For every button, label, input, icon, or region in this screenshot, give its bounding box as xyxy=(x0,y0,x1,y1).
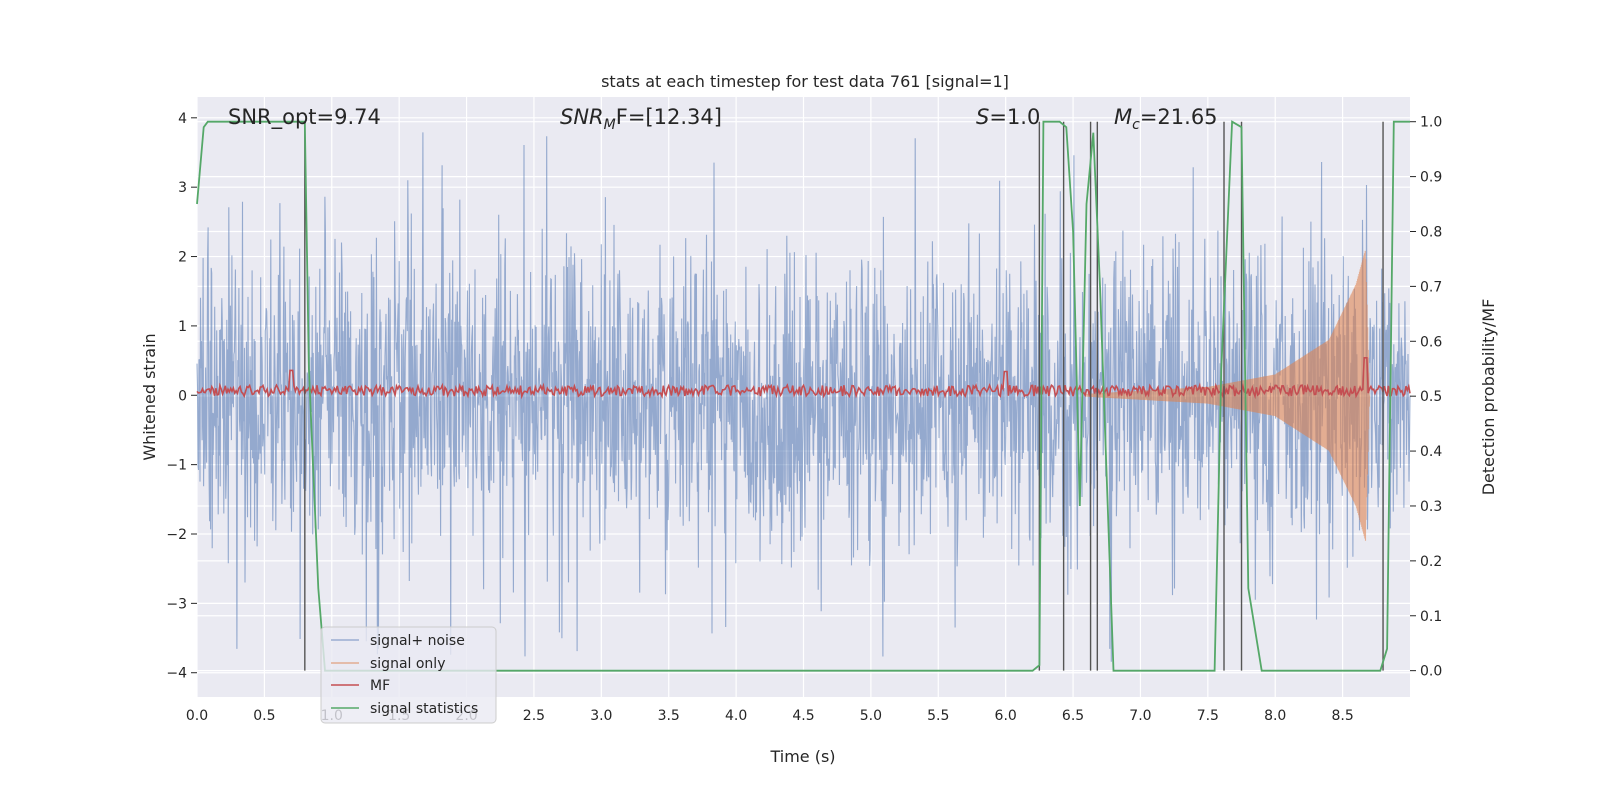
x-tick-label: 8.0 xyxy=(1264,708,1286,724)
x-tick-label: 0.0 xyxy=(186,708,208,724)
y-tick-label: −4 xyxy=(166,666,187,682)
mc-symbol: M xyxy=(1114,105,1132,129)
y2-tick-label: 0.2 xyxy=(1420,554,1442,570)
y2-tick-label: 0.3 xyxy=(1420,499,1442,515)
mc-annotation: Mc=21.65 xyxy=(1114,105,1218,133)
y2-tick-label: 0.5 xyxy=(1420,389,1442,405)
legend: signal+ noise signal only MF signal stat… xyxy=(320,626,497,724)
mc-value: =21.65 xyxy=(1140,105,1218,129)
x-tick-label: 7.0 xyxy=(1129,708,1151,724)
signal-statistics-line xyxy=(196,120,1410,672)
legend-label-mf: MF xyxy=(370,678,390,694)
signal-statistics-series xyxy=(196,120,1410,672)
y-tick-label: 1 xyxy=(178,319,187,335)
y2-tick-label: 0.1 xyxy=(1420,609,1442,625)
signal-noise-line xyxy=(196,132,1411,662)
s-symbol: S xyxy=(976,105,989,129)
legend-label-signal-noise: signal+ noise xyxy=(370,633,465,649)
y2-tick-label: 1.0 xyxy=(1420,115,1442,131)
x-tick-label: 2.5 xyxy=(523,708,545,724)
y-tick-label: 0 xyxy=(178,388,187,404)
y2-tick-labels: 1.0 0.9 0.8 0.7 0.6 0.5 0.4 0.3 0.2 0.1 0.0 xyxy=(1410,115,1442,680)
signal-only-series xyxy=(1085,250,1371,541)
mf-line xyxy=(196,356,1411,400)
snr-mf-symbol: SNR xyxy=(560,105,604,129)
y-tick-label: −3 xyxy=(166,596,187,612)
y-tick-label: 2 xyxy=(178,250,187,266)
snr-mf-subscript: M xyxy=(604,117,616,133)
y2-tick-label: 0.9 xyxy=(1420,170,1442,186)
x-tick-label: 4.0 xyxy=(725,708,747,724)
x-tick-label: 7.5 xyxy=(1197,708,1219,724)
legend-label-signal-statistics: signal statistics xyxy=(370,701,478,717)
legend-label-signal-only: signal only xyxy=(370,656,445,672)
y2-tick-label: 0.8 xyxy=(1420,224,1442,240)
y-tick-label: 3 xyxy=(178,180,187,196)
x-tick-label: 4.5 xyxy=(792,708,814,724)
y2-tick-label: 0.4 xyxy=(1420,444,1442,460)
y2-tick-label: 0.7 xyxy=(1420,279,1442,295)
x-tick-label: 5.5 xyxy=(927,708,949,724)
y-tick-label: −2 xyxy=(166,527,187,543)
y-tick-label: −1 xyxy=(166,458,187,474)
s-annotation: S=1.0 xyxy=(976,105,1040,129)
x-tick-label: 5.0 xyxy=(860,708,882,724)
y-tick-labels: 4 3 2 1 0 −1 −2 −3 −4 xyxy=(166,111,197,682)
x-tick-label: 6.5 xyxy=(1062,708,1084,724)
mf-series xyxy=(196,356,1411,400)
x-tick-label: 3.5 xyxy=(658,708,680,724)
mc-subscript: c xyxy=(1132,117,1140,133)
x-tick-label: 3.0 xyxy=(590,708,612,724)
s-value: =1.0 xyxy=(989,105,1040,129)
y2-axis-label: Detection probability/MF xyxy=(1479,299,1498,496)
snr-mf-value: F=[12.34] xyxy=(616,105,722,129)
y-tick-label: 4 xyxy=(178,111,187,127)
snr-opt-annotation: SNR_opt=9.74 xyxy=(228,105,381,130)
x-tick-label: 8.5 xyxy=(1331,708,1353,724)
signal-only-line xyxy=(1085,250,1371,541)
x-tick-label: 6.0 xyxy=(995,708,1017,724)
legend-box xyxy=(320,626,497,724)
chart-title: stats at each timestep for test data 761… xyxy=(601,72,1009,91)
y-axis-label: Whitened strain xyxy=(140,333,159,460)
y2-tick-label: 0.6 xyxy=(1420,334,1442,350)
snr-mf-annotation: SNRMF=[12.34] xyxy=(560,105,722,133)
x-axis-label: Time (s) xyxy=(769,747,835,766)
y2-tick-label: 0.0 xyxy=(1420,664,1442,680)
signal-noise-series xyxy=(196,132,1411,662)
x-tick-label: 0.5 xyxy=(253,708,275,724)
